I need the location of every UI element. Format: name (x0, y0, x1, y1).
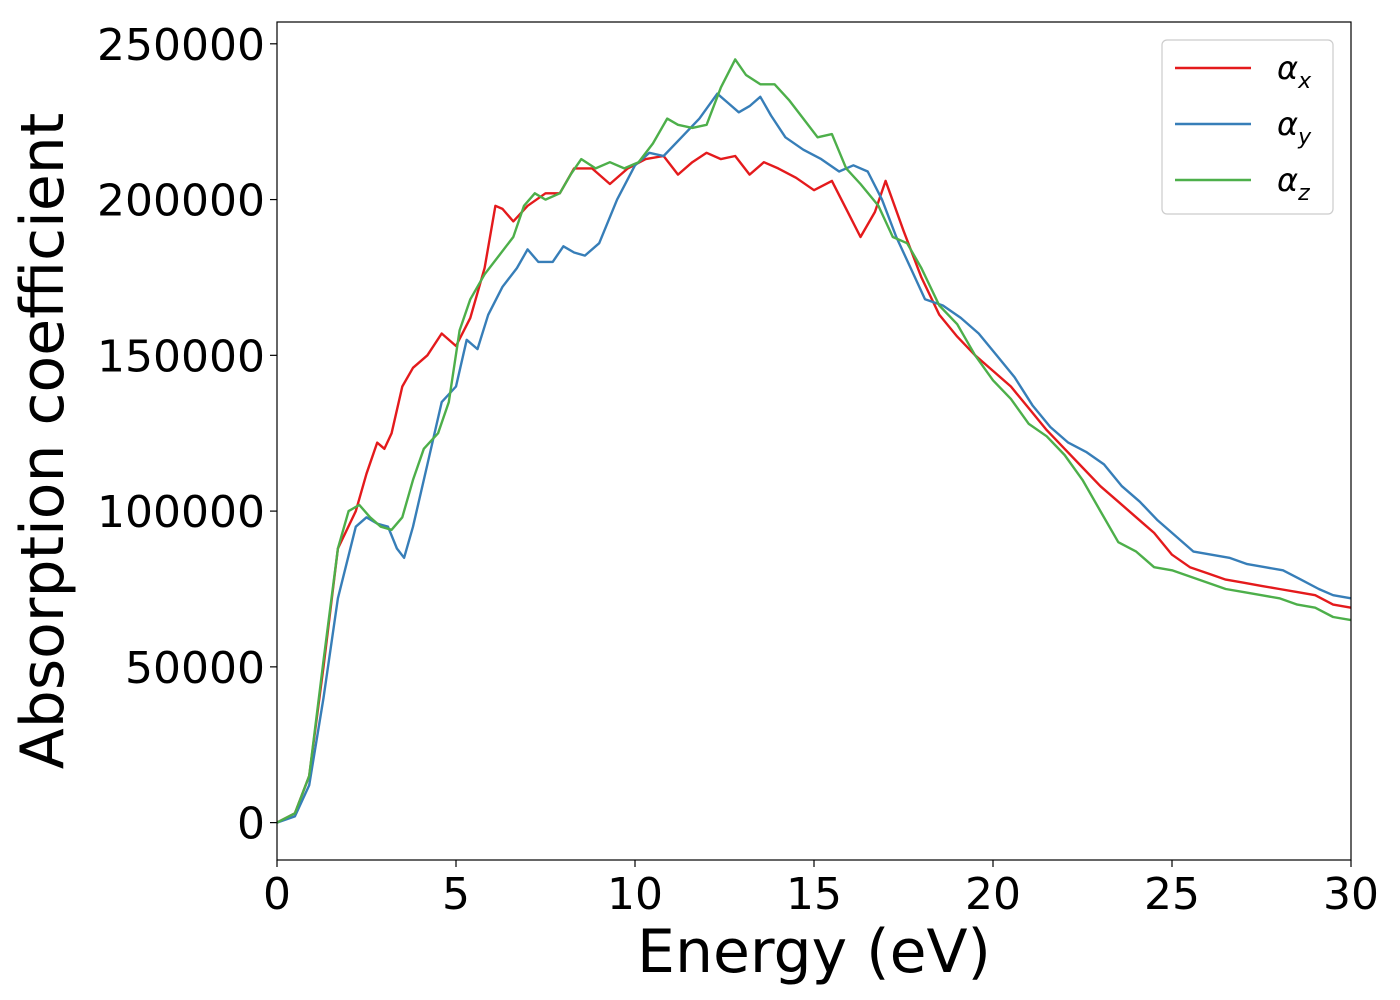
plot-lines (276, 58, 1352, 824)
series-line-3 (276, 58, 1352, 824)
y-tick-label: 150000 (97, 331, 265, 382)
y-tick-label: 100000 (97, 487, 265, 538)
legend-box (1161, 39, 1334, 215)
x-tick-label: 30 (1323, 869, 1379, 920)
y-tick-label: 0 (237, 799, 265, 850)
legend-label-symbol: α (1277, 49, 1298, 87)
legend-label-symbol: α (1277, 105, 1298, 143)
x-tick-label: 15 (786, 869, 842, 920)
legend-label-subscript: x (1297, 69, 1312, 94)
y-axis-title: Absorption coefficient (8, 113, 78, 770)
x-tick-label: 0 (263, 869, 291, 920)
x-tick-label: 10 (607, 869, 663, 920)
legend-label-3: αz (1277, 161, 1310, 206)
x-axis-title: Energy (eV) (637, 917, 991, 987)
y-tick-label: 50000 (125, 643, 265, 694)
legend-label-1: αx (1277, 49, 1312, 94)
legend-label-symbol: α (1277, 161, 1298, 199)
y-tick-label: 200000 (97, 176, 265, 227)
legend-label-2: αy (1277, 105, 1312, 150)
x-tick-label: 20 (965, 869, 1021, 920)
x-tick-label: 25 (1144, 869, 1200, 920)
x-axis-ticks: 0 5 10 15 20 25 30 (263, 860, 1379, 920)
y-tick-label: 250000 (97, 20, 265, 71)
legend-label-subscript: z (1297, 181, 1310, 206)
series-line-1 (276, 151, 1352, 824)
legend-label-subscript: y (1297, 125, 1312, 150)
y-axis-ticks: 0 50000 100000 150000 200000 250000 (97, 20, 277, 850)
x-tick-label: 5 (442, 869, 470, 920)
series-line-2 (276, 92, 1352, 824)
